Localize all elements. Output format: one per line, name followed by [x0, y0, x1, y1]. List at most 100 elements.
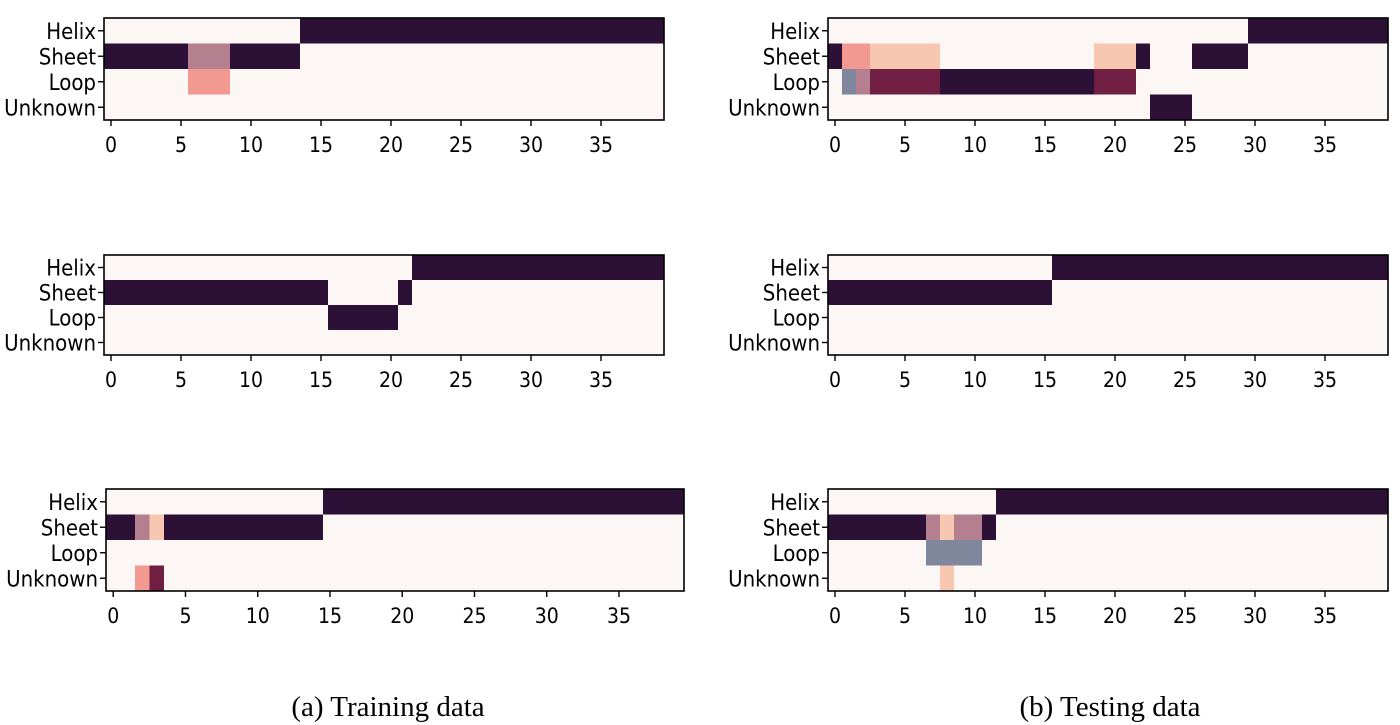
heatmap-cell-sheet-15-39	[322, 514, 684, 540]
x-tick-label-0: 0	[107, 604, 119, 628]
y-tick-label-sheet: Sheet	[41, 516, 98, 541]
plot-frame	[827, 17, 1389, 121]
x-tick-label-5: 5	[899, 604, 911, 628]
y-tick-label-loop: Loop	[49, 307, 96, 332]
heatmap-cell-sheet-30-39	[1248, 43, 1388, 69]
heatmap-cell-sheet-6-8	[188, 43, 230, 69]
heatmap-cell-sheet-16-20	[328, 280, 398, 305]
x-tick-label-35: 35	[1313, 133, 1337, 157]
heatmap-cell-loop-7-10	[926, 540, 982, 566]
x-tick-label-10: 10	[963, 368, 987, 392]
heatmap-cell-sheet-22-22	[1136, 43, 1150, 69]
x-tick-label-10: 10	[963, 133, 987, 157]
heatmap-cell-sheet-14-39	[300, 43, 664, 69]
heatmap-cell-loop-19-21	[1094, 69, 1136, 95]
heatmap-cell-helix-15-39	[322, 489, 684, 515]
y-tick-label-sheet: Sheet	[763, 45, 820, 70]
heatmap-cell-helix-12-39	[996, 489, 1388, 515]
heatmap-cell-helix-0-13	[104, 18, 300, 44]
x-tick-label-15: 15	[309, 133, 333, 157]
heatmap-cell-loop-22-39	[1136, 69, 1388, 95]
heatmap-cell-loop-0-5	[104, 69, 188, 95]
x-tick-label-20: 20	[1103, 133, 1127, 157]
x-tick-label-0: 0	[829, 604, 841, 628]
x-tick-label-5: 5	[175, 368, 187, 392]
y-tick-label-sheet: Sheet	[39, 45, 96, 70]
heatmap-cell-helix-0-14	[106, 489, 323, 515]
heatmap-cell-helix-16-39	[1052, 255, 1388, 280]
x-tick-label-15: 15	[1033, 368, 1057, 392]
y-tick-label-unknown: Unknown	[728, 96, 820, 121]
x-tick-label-25: 25	[462, 604, 486, 628]
heatmap-cell-sheet-7-7	[926, 514, 940, 540]
x-tick-label-10: 10	[239, 133, 263, 157]
y-tick-label-sheet: Sheet	[763, 282, 820, 307]
y-tick-label-unknown: Unknown	[6, 567, 98, 592]
heatmap-cell-sheet-26-29	[1192, 43, 1248, 69]
x-tick-label-20: 20	[1103, 604, 1127, 628]
heatmap-cell-sheet-23-25	[1150, 43, 1192, 69]
y-tick-label-loop: Loop	[773, 542, 820, 567]
x-tick-label-25: 25	[1173, 368, 1197, 392]
x-tick-label-0: 0	[829, 368, 841, 392]
y-tick-label-helix: Helix	[46, 257, 96, 282]
x-tick-label-30: 30	[519, 368, 543, 392]
heatmap-cell-sheet-21-21	[398, 280, 412, 305]
heatmap-cell-sheet-4-14	[163, 514, 323, 540]
heatmap-cell-helix-0-29	[828, 18, 1248, 44]
x-tick-label-15: 15	[309, 368, 333, 392]
heatmap-cell-unknown-0-7	[828, 565, 940, 591]
y-tick-label-unknown: Unknown	[4, 332, 96, 357]
x-tick-label-30: 30	[1243, 133, 1267, 157]
heatmap-cell-loop-6-8	[188, 69, 230, 95]
heatmap-cell-unknown-3-3	[149, 565, 164, 591]
x-tick-label-10: 10	[239, 368, 263, 392]
y-tick-label-unknown: Unknown	[728, 567, 820, 592]
x-tick-label-25: 25	[1173, 604, 1197, 628]
x-tick-label-30: 30	[1243, 604, 1267, 628]
y-tick-label-helix: Helix	[770, 491, 820, 516]
plot-frame	[103, 254, 665, 356]
heatmap-cell-sheet-1-1	[842, 43, 856, 69]
heatmap-cell-unknown-9-39	[954, 565, 1388, 591]
heatmap-cell-loop-8-18	[940, 69, 1094, 95]
y-tick-label-unknown: Unknown	[728, 332, 820, 357]
heatmap-cell-sheet-2-2	[134, 514, 150, 540]
x-tick-label-5: 5	[179, 604, 191, 628]
heatmap-cell-helix-0-15	[828, 255, 1052, 280]
heatmap-cell-sheet-0-1	[106, 514, 135, 540]
x-tick-label-20: 20	[390, 604, 414, 628]
y-tick-label-helix: Helix	[770, 20, 820, 45]
heatmap-cell-unknown-0-39	[104, 94, 664, 120]
heatmap-cell-sheet-9-13	[230, 43, 300, 69]
x-tick-label-5: 5	[175, 133, 187, 157]
x-tick-label-15: 15	[1033, 604, 1057, 628]
y-tick-label-helix: Helix	[46, 20, 96, 45]
heatmap-cell-unknown-0-22	[828, 94, 1150, 120]
heatmap-cell-helix-0-21	[104, 255, 412, 280]
y-tick-label-loop: Loop	[51, 542, 98, 567]
y-tick-label-sheet: Sheet	[763, 516, 820, 541]
x-tick-label-20: 20	[379, 133, 403, 157]
caption-testing: (b) Testing data	[1019, 691, 1200, 723]
heatmap-cell-sheet-16-39	[1052, 280, 1388, 305]
x-tick-label-0: 0	[105, 133, 117, 157]
x-tick-label-30: 30	[535, 604, 559, 628]
x-tick-label-10: 10	[246, 604, 270, 628]
heatmap-cell-helix-0-11	[828, 489, 996, 515]
heatmap-cell-sheet-0-0	[828, 43, 842, 69]
heatmap-cell-loop-0-15	[104, 305, 328, 330]
x-tick-label-25: 25	[449, 368, 473, 392]
heatmap-cell-loop-11-39	[982, 540, 1388, 566]
y-tick-label-helix: Helix	[770, 257, 820, 282]
heatmap-cell-loop-0-39	[106, 540, 684, 566]
heatmap-cell-loop-3-7	[870, 69, 940, 95]
y-tick-label-sheet: Sheet	[39, 282, 96, 307]
plot-frame	[827, 488, 1389, 592]
